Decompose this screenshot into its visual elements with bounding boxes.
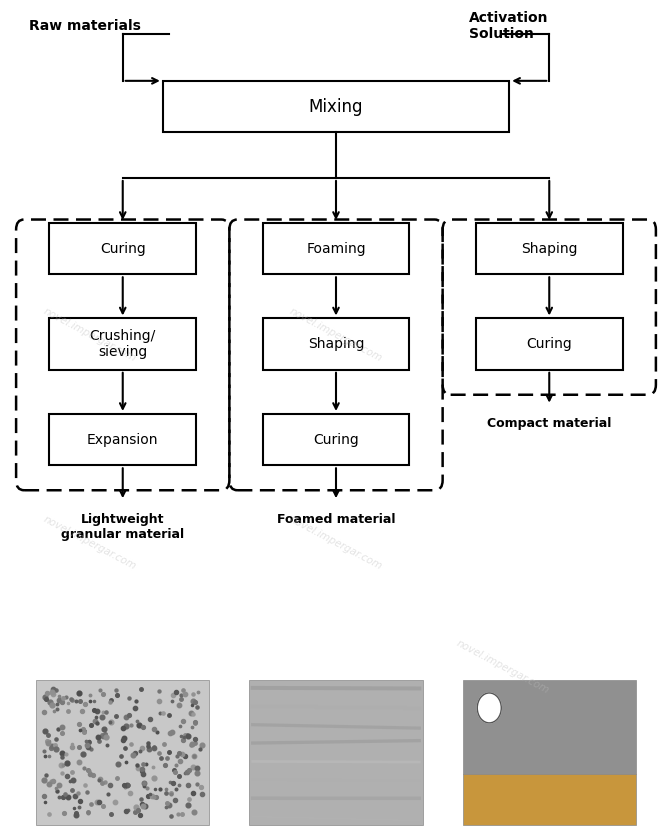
FancyBboxPatch shape (36, 680, 210, 825)
FancyBboxPatch shape (50, 319, 196, 370)
FancyBboxPatch shape (462, 774, 636, 825)
FancyBboxPatch shape (476, 319, 622, 370)
Text: novel.impergar.com: novel.impergar.com (41, 514, 138, 571)
Text: novel.impergar.com: novel.impergar.com (41, 306, 138, 364)
FancyBboxPatch shape (249, 680, 423, 825)
FancyBboxPatch shape (163, 81, 509, 132)
FancyBboxPatch shape (263, 414, 409, 466)
Text: Curing: Curing (100, 242, 146, 256)
Text: Foaming: Foaming (306, 242, 366, 256)
Text: Shaping: Shaping (521, 242, 577, 256)
Text: Mixing: Mixing (308, 98, 364, 115)
Text: Raw materials: Raw materials (30, 19, 141, 33)
Text: novel.impergar.com: novel.impergar.com (288, 306, 384, 364)
FancyBboxPatch shape (476, 223, 622, 274)
Text: Crushing/
sieving: Crushing/ sieving (89, 329, 156, 359)
FancyBboxPatch shape (263, 223, 409, 274)
FancyBboxPatch shape (263, 319, 409, 370)
Text: novel.impergar.com: novel.impergar.com (454, 639, 551, 696)
FancyBboxPatch shape (462, 680, 636, 774)
Circle shape (477, 693, 501, 723)
Text: Curing: Curing (313, 432, 359, 446)
Text: Expansion: Expansion (87, 432, 159, 446)
FancyBboxPatch shape (50, 414, 196, 466)
Text: novel.impergar.com: novel.impergar.com (288, 514, 384, 571)
Text: Foamed material: Foamed material (277, 512, 395, 526)
Text: Curing: Curing (526, 337, 572, 351)
FancyBboxPatch shape (50, 223, 196, 274)
Text: Activation
Solution: Activation Solution (469, 11, 549, 41)
Text: Shaping: Shaping (308, 337, 364, 351)
Text: Lightweight
granular material: Lightweight granular material (61, 512, 184, 541)
Text: Compact material: Compact material (487, 417, 612, 431)
